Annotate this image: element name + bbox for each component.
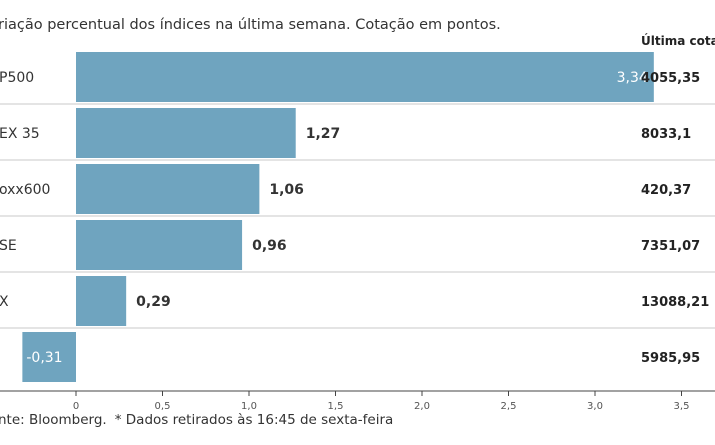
bar (76, 220, 243, 270)
x-tick-label: 1,5 (328, 401, 344, 412)
last-quote-value: 13088,21 (641, 295, 709, 310)
data-label: 1,06 (269, 182, 304, 198)
chart-subtitle: riação percentual dos índices na última … (0, 17, 501, 33)
x-tick-label: 0,5 (155, 401, 171, 412)
category-label: SE (0, 238, 17, 254)
last-quote-header: Última cotaç (641, 34, 715, 48)
bar (22, 332, 76, 382)
x-tick-label: 3,5 (674, 401, 690, 412)
category-label: EX 35 (0, 126, 40, 142)
x-tick-label: 2,5 (501, 401, 517, 412)
x-tick-label: 1,0 (241, 401, 257, 412)
bar (76, 276, 127, 326)
data-label: 1,27 (306, 126, 341, 142)
data-label: 0,96 (252, 238, 287, 254)
data-label: 0,29 (136, 294, 171, 310)
chart-footer: nte: Bloomberg. * Dados retirados às 16:4… (0, 412, 401, 428)
x-tick-label: 2,0 (414, 401, 430, 412)
last-quote-value: 7351,07 (641, 239, 700, 254)
last-quote-value: 4055,35 (641, 71, 700, 86)
category-label: X (0, 294, 9, 310)
category-label: P500 (0, 70, 34, 86)
data-label: 3,34 (617, 70, 648, 86)
x-tick-label: 3,0 (587, 401, 603, 412)
category-label: oxx600 (0, 182, 50, 198)
last-quote-value: 420,37 (641, 183, 691, 198)
last-quote-value: 8033,1 (641, 127, 691, 142)
last-quote-value: 5985,95 (641, 351, 700, 366)
bar (76, 108, 296, 158)
data-label: -0,31 (26, 350, 62, 366)
bar (76, 52, 654, 102)
time-note: * Dados retirados às 16:45 de sexta-feir… (114, 412, 394, 428)
x-tick-label: 0 (73, 401, 79, 412)
source-note: nte: Bloomberg. (0, 412, 107, 428)
bar (76, 164, 260, 214)
